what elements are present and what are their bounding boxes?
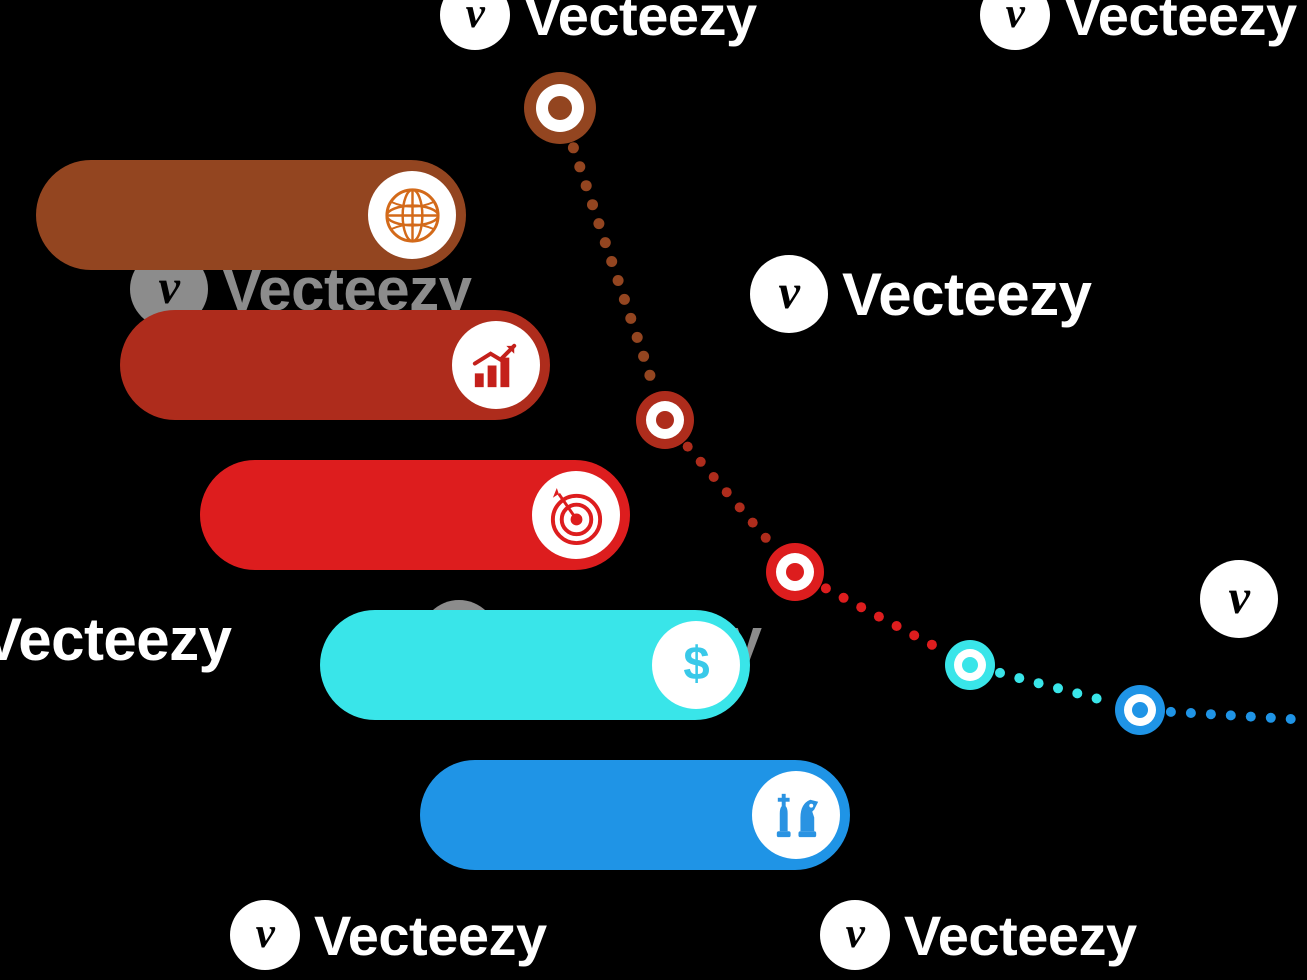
- watermark: v Vecteezy: [980, 0, 1297, 50]
- watermark-glyph: v: [779, 265, 800, 320]
- vecteezy-badge-icon: v: [230, 900, 300, 970]
- watermark-glyph: v: [1229, 570, 1250, 625]
- stage: v Vecteezy v Vecteezy $: [0, 0, 1307, 980]
- vecteezy-badge-icon: v: [980, 0, 1050, 50]
- watermark-text: Vecteezy: [1064, 0, 1297, 48]
- pill-3: [200, 460, 630, 570]
- growth-icon: [452, 321, 540, 409]
- pill-2: [120, 310, 550, 420]
- watermark-glyph: v: [846, 908, 865, 958]
- watermark-text: Vecteezy: [842, 260, 1092, 329]
- watermark-glyph: v: [256, 908, 275, 958]
- watermark: v Vecteezy: [440, 0, 757, 50]
- pill-5: [420, 760, 850, 870]
- svg-text:$: $: [683, 637, 709, 690]
- watermark-glyph: v: [1006, 0, 1025, 38]
- vecteezy-badge-icon: v: [440, 0, 510, 50]
- globe-icon: [368, 171, 456, 259]
- watermark-glyph: v: [466, 0, 485, 38]
- watermark: v Vecteezy: [230, 900, 547, 970]
- watermark: v: [1200, 560, 1278, 638]
- node-5: [1115, 685, 1165, 735]
- node-3: [766, 543, 824, 601]
- target-icon: [532, 471, 620, 559]
- watermark-text: Vecteezy: [904, 903, 1137, 968]
- vecteezy-badge-icon: v: [750, 255, 828, 333]
- node-1: [524, 72, 596, 144]
- pill-1: [36, 160, 466, 270]
- watermark: vVecteezy: [0, 600, 232, 678]
- vecteezy-badge-icon: v: [1200, 560, 1278, 638]
- watermark-text: Vecteezy: [0, 605, 232, 674]
- watermark-text: Vecteezy: [314, 903, 547, 968]
- watermark: v Vecteezy: [750, 255, 1092, 333]
- chess-icon: [752, 771, 840, 859]
- watermark: v Vecteezy: [820, 900, 1137, 970]
- node-4: [945, 640, 995, 690]
- node-2: [636, 391, 694, 449]
- dollar-icon: $: [652, 621, 740, 709]
- vecteezy-badge-icon: v: [820, 900, 890, 970]
- watermark-text: Vecteezy: [524, 0, 757, 48]
- pill-4: $: [320, 610, 750, 720]
